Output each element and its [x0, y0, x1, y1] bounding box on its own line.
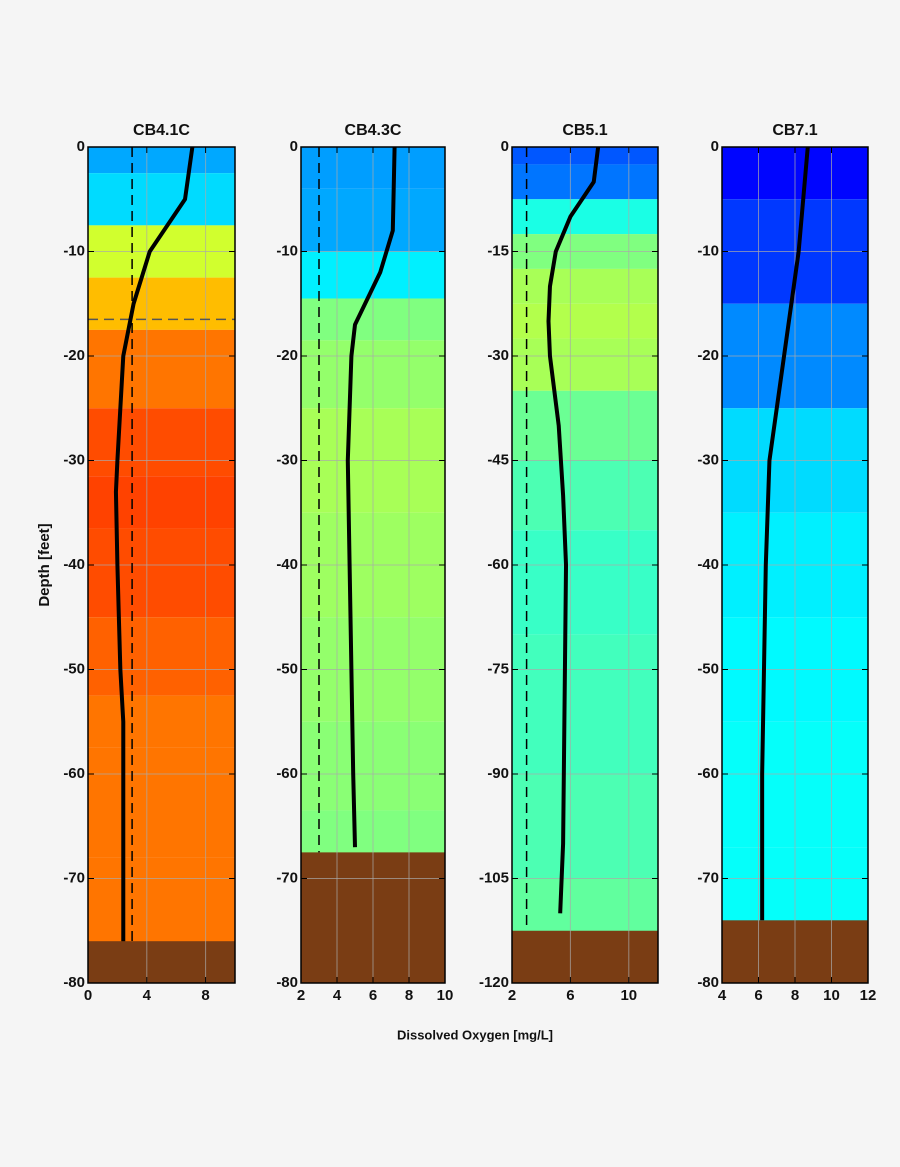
- y-tick-label: -10: [697, 242, 719, 259]
- do-color-band: [512, 199, 658, 235]
- do-color-band: [88, 747, 235, 858]
- x-tick-label: 6: [369, 987, 377, 1004]
- y-tick-label: -70: [697, 869, 719, 886]
- panel-title: CB7.1: [772, 122, 817, 139]
- y-tick-label: 0: [77, 138, 85, 155]
- plot-frame: [721, 146, 869, 984]
- do-color-band: [88, 476, 235, 529]
- x-tick-label: 8: [405, 987, 413, 1004]
- do-color-band: [512, 390, 658, 461]
- do-color-band: [88, 329, 235, 409]
- panel-title: CB4.1C: [133, 122, 190, 139]
- y-tick-label: -60: [276, 765, 298, 782]
- x-tick-label: 10: [823, 987, 840, 1004]
- y-tick-label: -90: [487, 765, 509, 782]
- x-tick-label: 8: [201, 987, 209, 1004]
- do-profile: [345, 146, 397, 848]
- x-tick-label: 6: [566, 987, 574, 1004]
- x-tick-label: 6: [754, 987, 762, 1004]
- y-tick-label: -50: [63, 660, 85, 677]
- do-color-band: [88, 173, 235, 226]
- y-tick-label: -80: [63, 974, 85, 991]
- y-tick-label: -10: [63, 242, 85, 259]
- x-tick-label: 10: [437, 987, 454, 1004]
- y-tick-label: -40: [276, 556, 298, 573]
- x-tick-label: 8: [791, 987, 799, 1004]
- do-color-band: [512, 634, 658, 774]
- y-tick-label: -70: [63, 869, 85, 886]
- y-tick-label: -50: [276, 660, 298, 677]
- x-tick-label: 12: [860, 987, 877, 1004]
- x-tick-label: 4: [333, 987, 342, 1004]
- x-tick-label: 10: [620, 987, 637, 1004]
- x-tick-label: 4: [718, 987, 727, 1004]
- x-tick-label: 0: [84, 987, 92, 1004]
- y-tick-label: -80: [697, 974, 719, 991]
- plot-frame: [87, 146, 236, 984]
- y-tick-label: -20: [63, 347, 85, 364]
- panel-title: CB5.1: [562, 122, 607, 139]
- y-tick-label: -10: [276, 242, 298, 259]
- y-tick-label: -30: [63, 451, 85, 468]
- y-tick-label: -20: [697, 347, 719, 364]
- y-tick-label: -60: [487, 556, 509, 573]
- y-tick-label: -40: [697, 556, 719, 573]
- do-color-band: [512, 147, 658, 165]
- y-tick-label: -30: [487, 347, 509, 364]
- do-profile: [760, 146, 810, 921]
- plot-frame: [511, 146, 659, 984]
- do-color-band: [512, 268, 658, 304]
- do-color-band: [512, 303, 658, 339]
- do-color-band: [88, 617, 235, 696]
- panel-title: CB4.3C: [345, 122, 402, 139]
- do-profile: [546, 146, 601, 914]
- x-tick-label: 2: [508, 987, 516, 1004]
- x-axis-label: Dissolved Oxygen [mg/L]: [397, 1027, 553, 1042]
- do-color-band: [512, 338, 658, 391]
- y-tick-label: -40: [63, 556, 85, 573]
- y-tick-label: 0: [501, 138, 509, 155]
- do-color-band: [88, 277, 235, 330]
- y-tick-label: -80: [276, 974, 298, 991]
- plot-frame: [300, 146, 446, 984]
- do-color-band: [512, 530, 658, 635]
- x-tick-label: 2: [297, 987, 305, 1004]
- y-tick-label: 0: [290, 138, 298, 155]
- y-tick-label: -120: [479, 974, 509, 991]
- y-tick-label: -75: [487, 660, 509, 677]
- do-color-band: [88, 695, 235, 748]
- y-tick-label: -30: [697, 451, 719, 468]
- do-color-band: [512, 774, 658, 879]
- y-tick-label: -60: [697, 765, 719, 782]
- y-tick-label: -45: [487, 451, 509, 468]
- y-tick-label: -105: [479, 869, 509, 886]
- y-axis-label: Depth [feet]: [36, 523, 53, 606]
- y-tick-label: -50: [697, 660, 719, 677]
- y-tick-label: -20: [276, 347, 298, 364]
- seabed: [512, 930, 658, 983]
- do-profile: [113, 146, 195, 942]
- do-color-band: [88, 408, 235, 477]
- do-color-band: [88, 528, 235, 618]
- do-color-band: [512, 460, 658, 531]
- do-color-band: [88, 147, 235, 174]
- seabed: [88, 941, 235, 983]
- y-tick-label: -70: [276, 869, 298, 886]
- x-tick-label: 4: [143, 987, 152, 1004]
- y-tick-label: -60: [63, 765, 85, 782]
- y-tick-label: -15: [487, 242, 509, 259]
- y-tick-label: 0: [711, 138, 719, 155]
- y-tick-label: -30: [276, 451, 298, 468]
